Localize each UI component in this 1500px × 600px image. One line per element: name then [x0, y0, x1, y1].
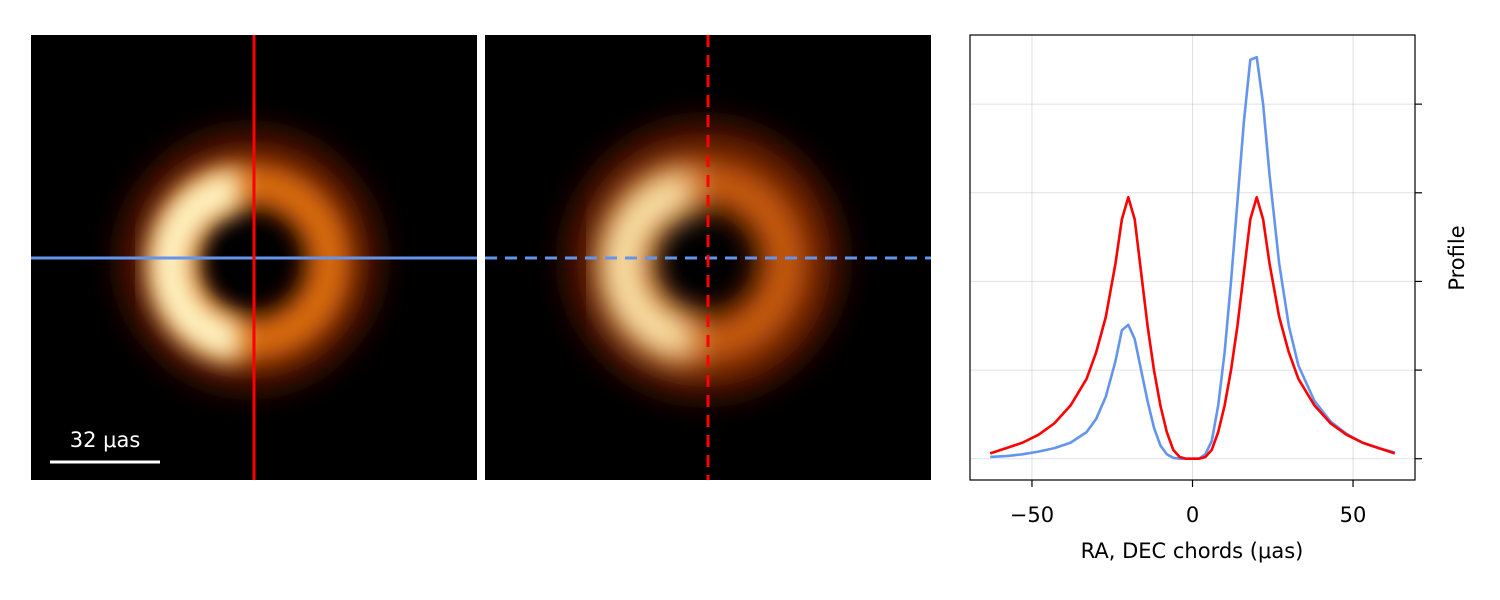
image-panel [485, 35, 931, 480]
x-tick-label: −50 [1010, 503, 1054, 527]
scale-bar-label: 32 μas [70, 428, 141, 452]
x-tick-label: 50 [1340, 503, 1367, 527]
line-plot: −50 0 50 [969, 34, 1422, 527]
x-axis-label: RA, DEC chords (μas) [1081, 539, 1304, 563]
line-series [989, 195, 1396, 461]
plot-frame [969, 34, 1416, 481]
y-axis-label: Profile [1445, 225, 1469, 290]
image-panel [31, 35, 477, 480]
x-tick-label: 0 [1186, 503, 1199, 527]
